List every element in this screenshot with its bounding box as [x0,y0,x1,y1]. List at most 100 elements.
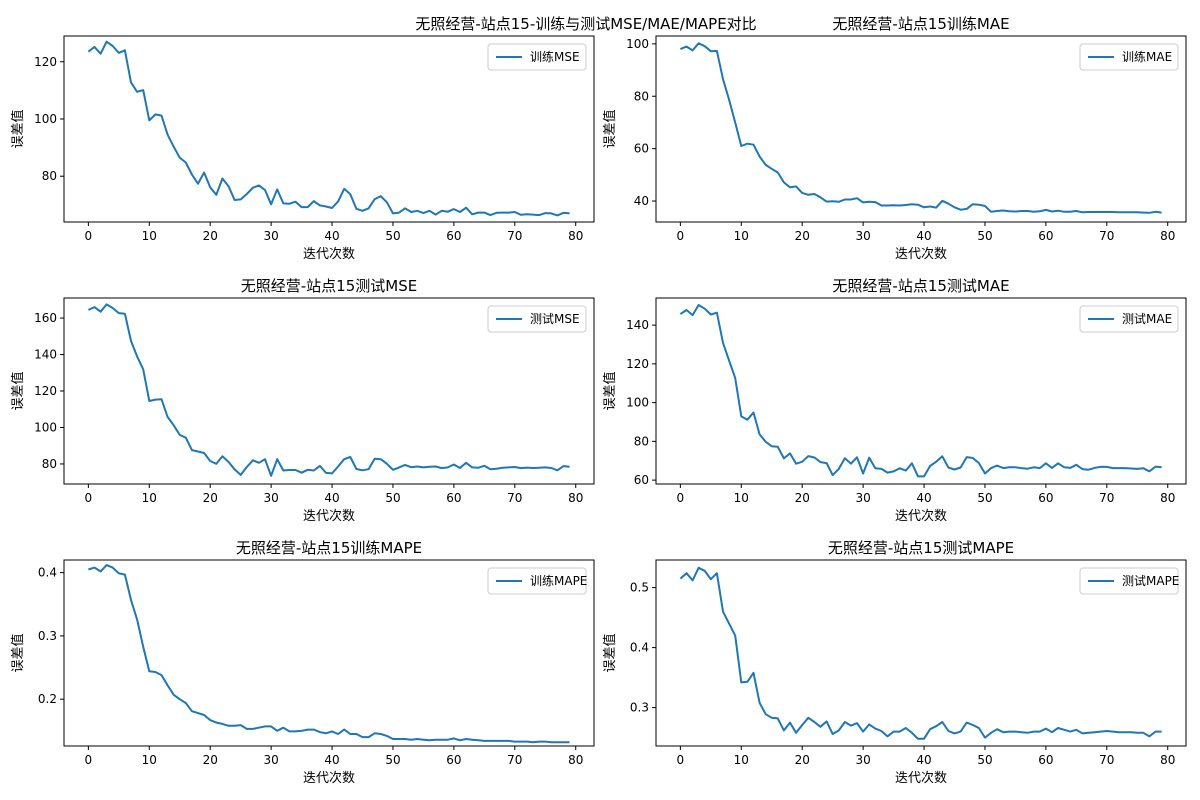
x-tick-label: 80 [1160,753,1175,767]
series-line [87,303,570,477]
x-tick-label: 20 [203,753,218,767]
subplot-1: 0 10 20 30 40 50 60 70 80 80 100 120 迭代次数 误差值 训练MSE [10,35,595,262]
series-line [680,42,1162,214]
x-tick-label: 50 [977,229,992,243]
x-axis-label: 迭代次数 [895,770,947,786]
y-axis-label: 误差值 [602,109,618,148]
y-tick-label: 0.2 [38,692,57,706]
x-tick-label: 0 [677,229,685,243]
axes-frame [655,35,1187,223]
x-tick-label: 20 [203,229,218,243]
x-tick-label: 80 [1160,229,1175,243]
y-tick-label: 140 [626,318,649,332]
x-tick-label: 20 [795,753,810,767]
legend-label: 测试MAE [1122,311,1172,326]
series-line [679,304,1162,478]
x-tick-label: 60 [446,753,461,767]
y-tick-label: 100 [626,396,649,410]
x-axis-label: 迭代次数 [303,770,355,786]
y-tick-label: 0.5 [630,581,649,595]
x-tick-label: 60 [446,229,461,243]
x-tick-label: 0 [677,491,685,505]
x-tick-label: 70 [507,491,522,505]
y-axis-label: 误差值 [602,371,618,410]
x-tick-label: 10 [142,229,157,243]
x-tick-label: 60 [1038,491,1053,505]
legend-box [1079,305,1179,333]
x-tick-label: 20 [203,491,218,505]
legend-box [487,305,587,333]
x-tick-label: 70 [1099,753,1114,767]
x-tick-label: 50 [385,753,400,767]
y-tick-label: 0.4 [630,641,649,655]
legend-box [487,43,587,71]
subplot-title: 无照经营-站点15测试MSE [241,277,417,295]
x-tick-label: 10 [734,229,749,243]
x-tick-label: 10 [734,491,749,505]
legend-label: 训练MAPE [530,573,587,588]
y-tick-label: 80 [42,169,57,183]
legend: 训练MAE [1079,43,1179,71]
y-tick-label: 0.4 [38,566,57,580]
y-tick-label: 40 [634,194,649,208]
x-tick-label: 80 [568,229,583,243]
x-tick-label: 30 [263,229,278,243]
x-tick-label: 50 [385,229,400,243]
x-tick-label: 10 [142,753,157,767]
legend-label: 训练MAE [1122,49,1172,64]
x-tick-label: 0 [85,229,93,243]
x-tick-label: 70 [507,229,522,243]
legend-label: 测试MAPE [1122,573,1179,588]
legend: 训练MAPE [487,567,587,595]
legend: 测试MSE [487,305,587,333]
y-tick-label: 120 [626,357,649,371]
y-axis-label: 误差值 [10,109,26,148]
y-tick-label: 160 [34,311,57,325]
axes-frame [63,35,595,223]
x-tick-label: 40 [324,491,339,505]
x-tick-label: 40 [324,753,339,767]
y-tick-label: 120 [34,55,57,69]
x-tick-label: 40 [916,229,931,243]
subplot-4: 0 10 20 30 40 50 60 70 80 60 80 100 120 140 无照经营-站点15测… [602,277,1187,524]
x-tick-label: 70 [1099,229,1114,243]
subplot-3: 0 10 20 30 40 50 60 70 80 80 100 120 140 160 无照经营-站点15… [10,277,595,524]
series-line [88,564,570,744]
x-axis-label: 迭代次数 [303,246,355,262]
subplot-title: 无照经营-站点15测试MAPE [828,539,1014,557]
y-tick-label: 100 [34,420,57,434]
legend-box [1079,43,1179,71]
subplot-title: 无照经营-站点15测试MAE [832,277,1009,295]
x-tick-label: 50 [977,753,992,767]
axes-frame [655,559,1187,747]
y-tick-label: 0.3 [630,701,649,715]
y-axis-label: 误差值 [10,371,26,410]
legend-label: 测试MSE [530,311,580,326]
x-tick-label: 20 [795,229,810,243]
subplot-2: 0 10 20 30 40 50 60 70 80 40 60 80 100 无照经营-站点15训练MAE… [602,15,1187,262]
x-tick-label: 10 [734,753,749,767]
y-tick-label: 0.3 [38,629,57,643]
y-tick-label: 80 [634,434,649,448]
x-tick-label: 60 [1038,753,1053,767]
legend-label: 训练MSE [530,49,580,64]
y-axis-label: 误差值 [602,633,618,672]
x-axis-label: 迭代次数 [895,508,947,524]
x-axis-label: 迭代次数 [895,246,947,262]
x-tick-label: 60 [1038,229,1053,243]
x-tick-label: 70 [1099,491,1114,505]
x-tick-label: 30 [855,491,870,505]
x-tick-label: 80 [568,753,583,767]
x-tick-label: 40 [916,753,931,767]
y-tick-label: 60 [634,473,649,487]
axes-frame [63,559,595,747]
series-line [679,566,1162,740]
x-tick-label: 0 [85,753,93,767]
x-tick-label: 10 [142,491,157,505]
legend: 训练MSE [487,43,587,71]
x-tick-label: 30 [855,229,870,243]
legend: 测试MAE [1079,305,1179,333]
x-axis-label: 迭代次数 [303,508,355,524]
axes-frame [655,297,1187,485]
